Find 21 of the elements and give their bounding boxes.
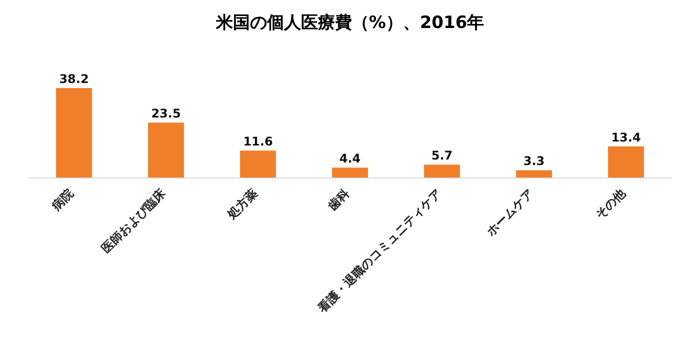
bar (516, 170, 552, 178)
data-label: 4.4 (339, 152, 361, 166)
bar (424, 164, 460, 178)
data-label: 13.4 (611, 130, 641, 144)
x-tick-label: ホームケア (483, 186, 536, 240)
bar (240, 150, 276, 178)
bar (608, 146, 644, 178)
bar (148, 122, 184, 178)
data-label: 23.5 (151, 106, 181, 121)
x-tick-label: 病院 (48, 186, 76, 214)
bar (56, 88, 92, 178)
x-tick-label: 医師および臨床 (98, 186, 169, 256)
data-label: 3.3 (523, 154, 545, 168)
x-tick-label: 歯科 (324, 186, 352, 214)
data-label: 11.6 (243, 134, 273, 149)
data-label: 38.2 (59, 72, 89, 86)
x-tick-label: 処方薬 (224, 186, 260, 222)
chart-title: 米国の個人医療費（%）、2016年 (214, 12, 486, 35)
bar (332, 168, 368, 178)
data-label: 5.7 (431, 148, 453, 163)
x-tick-label: その他 (592, 186, 629, 222)
